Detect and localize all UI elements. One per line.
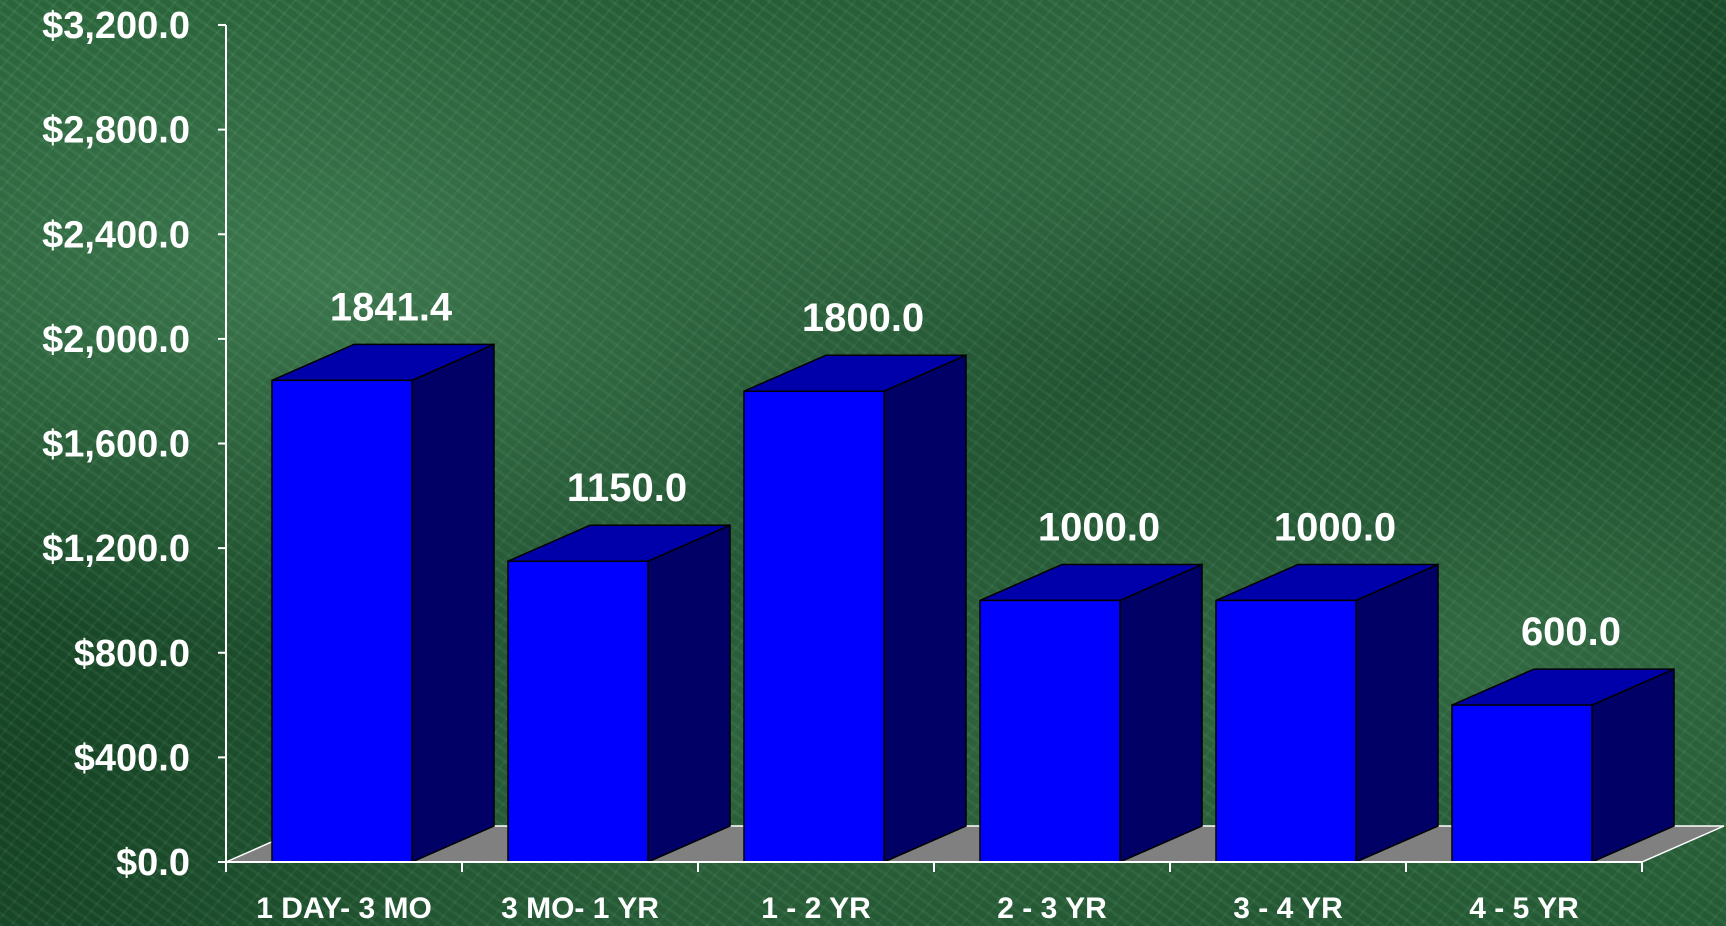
bar [979,563,1203,864]
bar-front [271,379,413,863]
x-tick-label: 1 DAY- 3 MO [256,892,432,925]
y-tick-label: $800.0 [74,633,190,675]
bar-side [883,354,967,864]
bars-group [271,343,1675,864]
x-ticks-group: 1 DAY- 3 MO 3 MO- 1 YR 1 - 2 YR 2 - 3 YR 3 -… [225,862,1643,925]
data-label: 1000.0 [1274,505,1396,549]
bar-front [507,560,649,863]
x-tick-label: 2 - 3 YR [997,892,1107,925]
bar-side [1119,563,1203,864]
data-label: 1000.0 [1038,505,1160,549]
bar-front [1451,704,1593,863]
x-tick-label: 3 - 4 YR [1233,892,1343,925]
y-tick-label: $2,000.0 [42,319,190,361]
data-labels-group: 1841.4 1150.0 1800.0 1000.0 1000.0 600.0 [330,285,1621,654]
bar-side [647,524,731,864]
data-label: 1841.4 [330,285,453,329]
x-tick-label: 3 MO- 1 YR [501,892,659,925]
bar-front [743,390,885,863]
data-label: 1800.0 [802,296,924,340]
y-tick-label: $2,400.0 [42,214,190,256]
data-label: 1150.0 [567,466,687,510]
bar-side [1355,563,1439,864]
y-ticks-group: $0.0 $400.0 $800.0 $1,200.0 $1,600.0 $2,000.0… [42,5,226,884]
y-tick-label: $0.0 [116,842,190,884]
bar-front [1215,599,1357,863]
bar-side [411,343,495,864]
bar [743,354,967,864]
bar [507,524,731,864]
x-tick-label: 1 - 2 YR [761,892,871,925]
x-tick-label: 4 - 5 YR [1469,892,1579,925]
y-tick-label: $1,200.0 [42,528,190,570]
bar [1215,563,1439,864]
y-tick-label: $1,600.0 [42,424,190,466]
y-tick-label: $3,200.0 [42,5,190,47]
bar [271,343,495,864]
data-label: 600.0 [1521,610,1621,654]
bar [1451,667,1675,864]
y-tick-label: $400.0 [74,737,190,779]
bar-front [979,599,1121,863]
y-tick-label: $2,800.0 [42,110,190,152]
